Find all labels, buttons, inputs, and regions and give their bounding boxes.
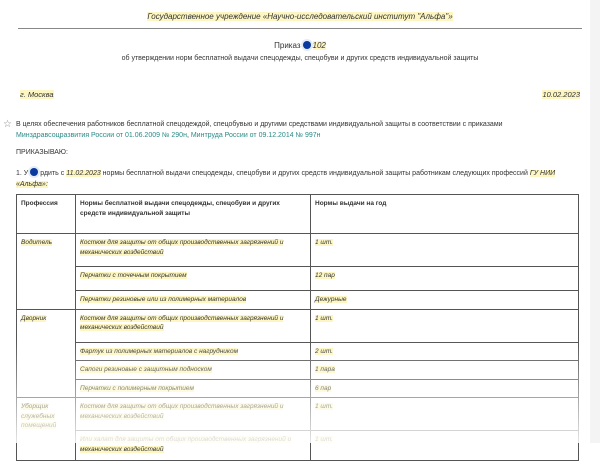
comment-marker-icon[interactable] (30, 168, 39, 176)
item-cell[interactable]: Перчатки резиновые или из полимерных мат… (75, 290, 311, 310)
table-row: Или халат для защиты от общих производст… (17, 430, 579, 461)
item-cell[interactable]: Фартук из полимерных материалов с нагруд… (75, 341, 311, 361)
city[interactable]: г. Москва (20, 90, 54, 99)
effective-date[interactable]: 11.02.2023 (66, 170, 101, 177)
amount-cell[interactable]: 1 пара (310, 360, 579, 380)
profession-cell[interactable]: Водитель (16, 233, 76, 310)
item-cell[interactable]: Сапоги резиновые с защитным подноском (75, 360, 311, 380)
profession-cell[interactable]: Уборщик служебных помещений (16, 397, 76, 461)
scrollbar[interactable] (590, 0, 600, 443)
table-row: Фартук из полимерных материалов с нагруд… (17, 341, 579, 361)
item-cell[interactable]: Костюм для защиты от общих производствен… (75, 397, 311, 431)
item-cell[interactable]: Перчатки с полимерным покрытием (75, 378, 311, 398)
item-cell[interactable]: Перчатки с точечным покрытием (75, 266, 311, 291)
star-icon[interactable]: ☆ (3, 119, 12, 130)
table-row: Водитель Костюм для защиты от общих произ… (16, 233, 579, 310)
header-divider (18, 28, 582, 29)
amount-cell[interactable]: Дежурные (310, 290, 579, 310)
header-norms: Нормы бесплатной выдачи спецодежды, спец… (75, 194, 311, 234)
item-cell[interactable]: Костюм для защиты от общих производствен… (75, 308, 311, 343)
link-minzdrav[interactable]: Минздравсоцразвития России от 01.06.2009… (16, 132, 187, 139)
profession-cell[interactable]: Дворник (16, 308, 76, 398)
amount-cell[interactable]: 2 шт. (310, 341, 579, 361)
norms-table: Профессия Нормы бесплатной выдачи спецод… (16, 194, 579, 461)
comment-marker-icon[interactable] (302, 41, 311, 49)
amount-cell[interactable]: 1 шт. (310, 308, 579, 343)
order-number[interactable]: 102 (312, 41, 326, 50)
organization-name: Государственное учреждение «Научно-иссле… (147, 12, 453, 21)
header-profession: Профессия (16, 194, 76, 234)
item-cell[interactable]: Или халат для защиты от общих производст… (75, 430, 311, 461)
table-row: Дворник Костюм для защиты от общих произв… (16, 308, 579, 398)
table-row: Перчатки с точечным покрытием 12 пар (17, 266, 579, 291)
table-row: Сапоги резиновые с защитным подноском 1 п… (17, 360, 579, 380)
order-word: ПРИКАЗЫВАЮ: (16, 149, 68, 156)
table-header-row: Профессия Нормы бесплатной выдачи спецод… (16, 194, 579, 234)
amount-cell[interactable]: 1 шт. (310, 233, 579, 267)
link-mintrud[interactable]: Минтруда России от 09.12.2014 № 997н (190, 132, 321, 139)
order-subject: об утверждении норм бесплатной выдачи сп… (121, 55, 479, 62)
item-cell[interactable]: Костюм для защиты от общих производствен… (75, 233, 311, 267)
amount-cell[interactable]: 1 шт. (310, 430, 579, 461)
order-date[interactable]: 10.02.2023 (542, 90, 580, 99)
order-title: Приказ 102 (274, 41, 326, 50)
table-row: Перчатки резиновые или из полимерных мат… (17, 290, 579, 310)
amount-cell[interactable]: 6 пар (310, 378, 579, 398)
table-row: Перчатки с полимерным покрытием 6 пар (17, 378, 579, 398)
amount-cell[interactable]: 12 пар (310, 266, 579, 291)
intro-paragraph: В целях обеспечения работников бесплатно… (16, 121, 503, 139)
amount-cell[interactable]: 1 шт. (310, 397, 579, 431)
table-row: Уборщик служебных помещений Костюм для за… (16, 397, 579, 461)
header-annual: Нормы выдачи на год (310, 194, 579, 234)
